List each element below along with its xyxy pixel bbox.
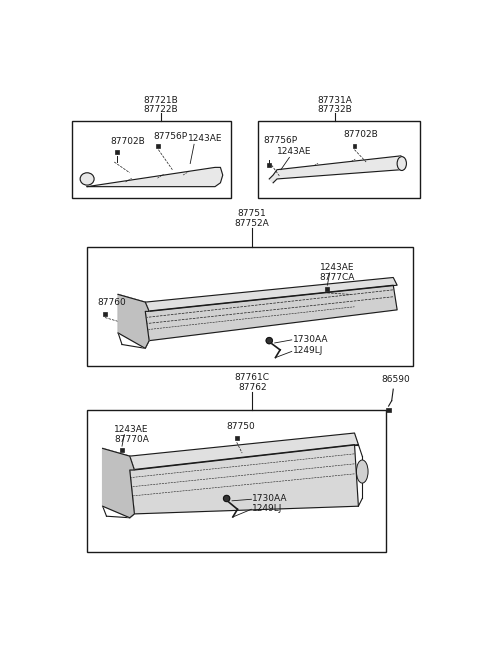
- Text: 87762: 87762: [238, 383, 266, 392]
- Bar: [87, 246, 413, 366]
- Bar: [267, 163, 271, 167]
- Ellipse shape: [397, 156, 407, 170]
- Polygon shape: [87, 168, 223, 187]
- Text: 87760: 87760: [97, 298, 126, 307]
- Text: 1730AA: 1730AA: [292, 334, 328, 344]
- Text: 1243AE: 1243AE: [114, 424, 149, 434]
- Text: 87732B: 87732B: [318, 105, 352, 114]
- Text: 87702B: 87702B: [110, 137, 145, 147]
- Polygon shape: [130, 445, 359, 514]
- Bar: [87, 410, 385, 553]
- Bar: [72, 121, 230, 198]
- Text: 87761C: 87761C: [235, 373, 270, 382]
- Bar: [156, 144, 160, 148]
- Bar: [353, 144, 357, 148]
- Text: 87721B: 87721B: [144, 96, 178, 105]
- Circle shape: [224, 495, 230, 501]
- Polygon shape: [118, 294, 149, 348]
- Bar: [325, 287, 329, 291]
- Text: 1249LJ: 1249LJ: [292, 346, 323, 355]
- Bar: [115, 150, 119, 154]
- Polygon shape: [145, 277, 397, 311]
- Polygon shape: [145, 285, 397, 340]
- Text: 87751: 87751: [238, 209, 266, 218]
- Text: 87722B: 87722B: [144, 105, 178, 114]
- Text: 87750: 87750: [227, 422, 255, 432]
- Text: 8777CA: 8777CA: [320, 273, 355, 282]
- Text: 1730AA: 1730AA: [252, 494, 288, 503]
- Text: 86590: 86590: [382, 374, 410, 384]
- Ellipse shape: [80, 173, 94, 185]
- Circle shape: [266, 338, 272, 344]
- Polygon shape: [103, 449, 134, 518]
- Text: 87731A: 87731A: [318, 96, 353, 105]
- Polygon shape: [130, 433, 359, 470]
- Text: 1243AE: 1243AE: [188, 135, 222, 143]
- Text: 87756P: 87756P: [153, 132, 187, 141]
- Polygon shape: [269, 156, 405, 183]
- Text: 87702B: 87702B: [343, 130, 378, 139]
- Bar: [103, 312, 107, 315]
- Text: 1243AE: 1243AE: [277, 147, 312, 156]
- Text: 87752A: 87752A: [235, 219, 270, 228]
- Text: 1249LJ: 1249LJ: [252, 504, 283, 513]
- Ellipse shape: [357, 460, 368, 483]
- Bar: [120, 448, 124, 452]
- Text: 87756P: 87756P: [264, 136, 298, 145]
- Bar: [258, 121, 420, 198]
- Text: 87770A: 87770A: [114, 435, 149, 443]
- Bar: [235, 436, 239, 440]
- Text: 1243AE: 1243AE: [320, 263, 354, 272]
- Bar: [386, 407, 391, 412]
